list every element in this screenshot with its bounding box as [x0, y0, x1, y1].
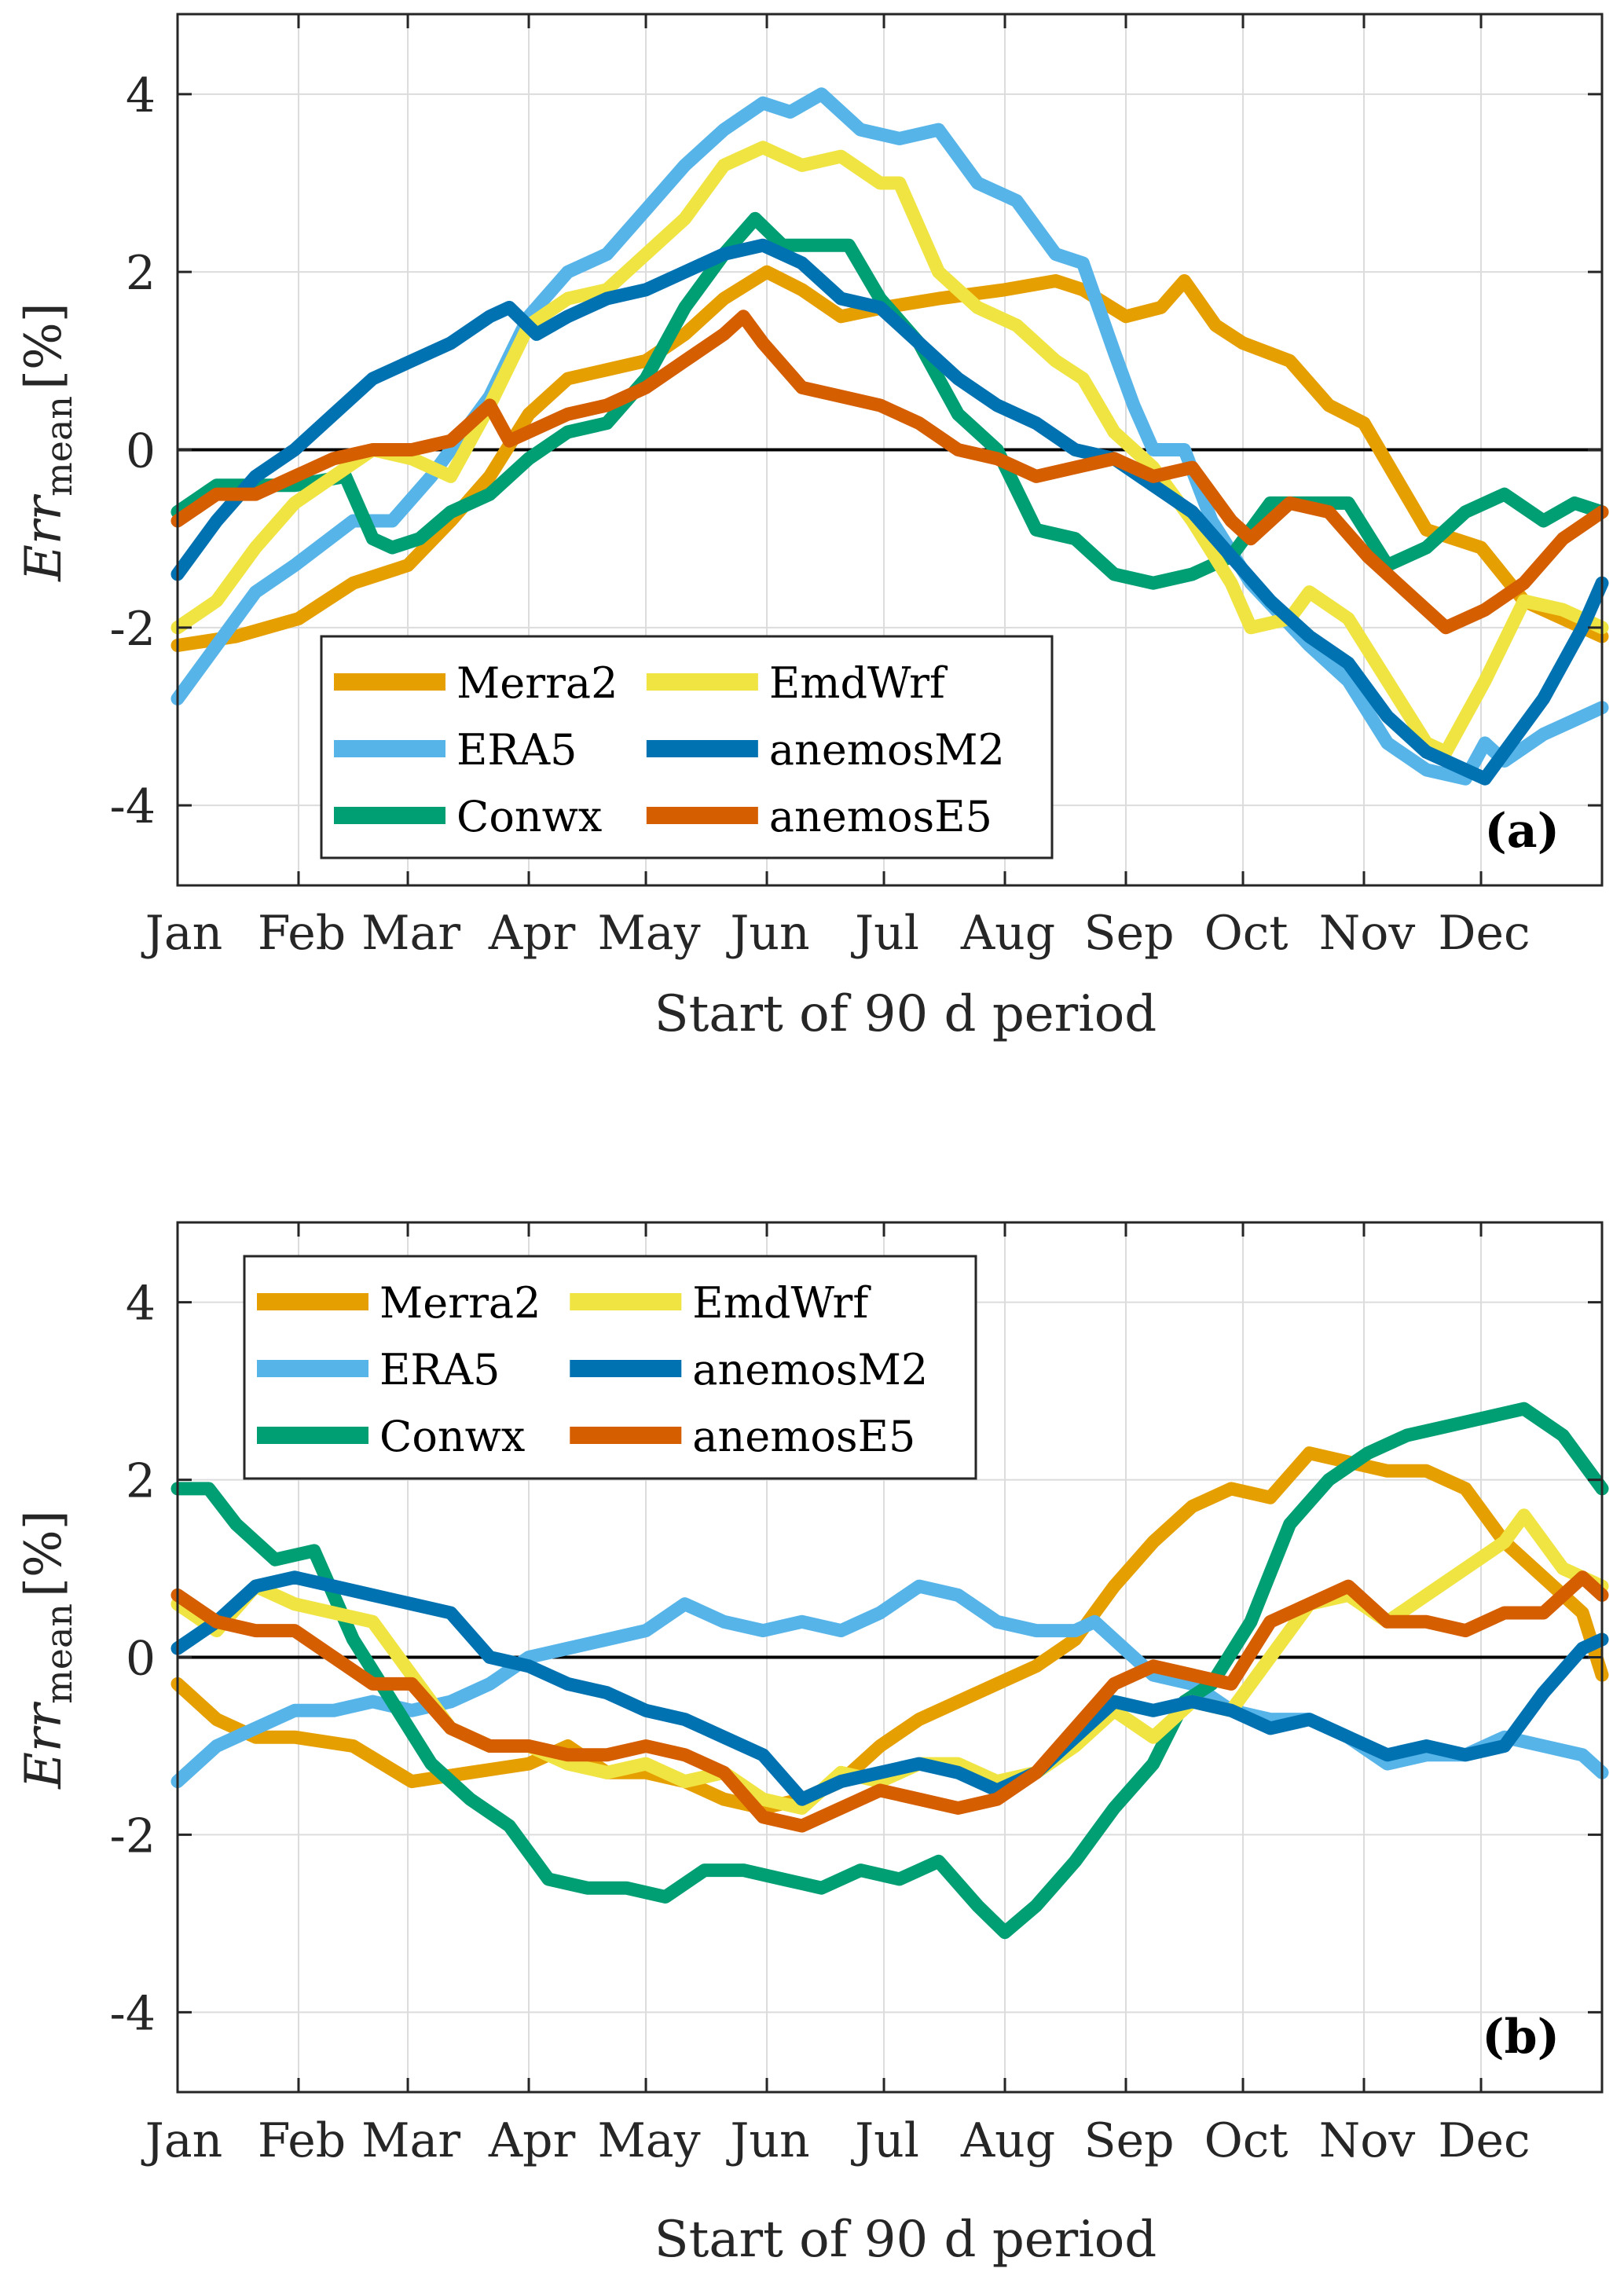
- y-axis-label: Errmean [%]: [15, 1510, 80, 1790]
- y-tick-label: 0: [126, 424, 156, 479]
- y-label-main: Err: [15, 493, 73, 581]
- series-line-emdwrf: [170, 141, 1609, 759]
- panel-label: (b): [1482, 2010, 1560, 2065]
- y-tick-label: -2: [110, 602, 156, 657]
- series-group: [170, 1402, 1609, 1940]
- legend-label: anemosE5: [692, 1412, 915, 1461]
- legend-item-merra2: Merra2: [334, 658, 618, 708]
- legend-label: Conwx: [379, 1412, 525, 1461]
- x-tick-label: Jul: [850, 2113, 919, 2168]
- legend-label: Merra2: [456, 658, 618, 708]
- legend-item-anemosm2: anemosM2: [570, 1345, 928, 1394]
- legend-label: anemosM2: [692, 1345, 928, 1394]
- y-label-unit: [%]: [15, 302, 73, 390]
- legend-label: ERA5: [379, 1345, 500, 1394]
- legend-item-anemosm2: anemosM2: [646, 725, 1005, 775]
- x-tick-label: Aug: [960, 906, 1055, 961]
- x-tick-label: Mar: [361, 906, 460, 961]
- legend-item-anemose5: anemosE5: [570, 1412, 915, 1461]
- x-tick-label: Oct: [1204, 906, 1289, 961]
- y-label-subscript: mean: [38, 396, 80, 497]
- series-line-conwx: [170, 1402, 1609, 1940]
- x-tick-label: Apr: [488, 2113, 576, 2168]
- legend: Merra2 EmdWrf ERA5 anemosM2 Conwx anemosE5: [243, 1255, 977, 1480]
- legend-item-anemose5: anemosE5: [646, 792, 992, 841]
- panel-a: Jan Feb Mar Apr May Jun Jul Aug Sep Oct Nov Dec -4 -2…: [15, 13, 1609, 1043]
- series-line-conwx: [170, 211, 1609, 590]
- y-tick-label: 4: [126, 68, 156, 123]
- panel-label: (a): [1484, 804, 1560, 859]
- legend-label: EmdWrf: [692, 1278, 871, 1328]
- y-label-unit: [%]: [15, 1510, 73, 1597]
- y-tick-label: 2: [126, 1454, 156, 1509]
- x-tick-label: Sep: [1083, 2113, 1174, 2168]
- x-tick-label: Jun: [725, 906, 809, 961]
- series-line-anemosm2: [170, 238, 1609, 786]
- x-tick-label: Jun: [725, 2113, 809, 2168]
- series-line-merra2: [170, 265, 1609, 652]
- x-tick-label: Apr: [488, 906, 576, 961]
- x-tick-label: Nov: [1319, 2113, 1416, 2168]
- series-line-anemose5: [170, 310, 1609, 635]
- y-tick-label: -2: [110, 1808, 156, 1863]
- legend-item-era5: ERA5: [257, 1345, 500, 1394]
- x-tick-label: Dec: [1438, 2113, 1530, 2168]
- y-tick-label: -4: [110, 1986, 156, 2041]
- legend-label: Merra2: [379, 1278, 541, 1328]
- legend-item-conwx: Conwx: [334, 792, 602, 841]
- x-tick-label: Oct: [1204, 2113, 1289, 2168]
- x-tick-label: Nov: [1319, 906, 1416, 961]
- x-tick-label: May: [598, 906, 701, 961]
- y-label-main: Err: [15, 1701, 73, 1789]
- y-tick-label: 2: [126, 246, 156, 301]
- x-tick-label: Jul: [850, 906, 919, 961]
- x-tick-label: Sep: [1083, 906, 1174, 961]
- legend-label: anemosE5: [769, 792, 992, 841]
- x-tick-label: Feb: [258, 906, 346, 961]
- x-tick-label: Dec: [1438, 906, 1530, 961]
- panel-b: Jan Feb Mar Apr May Jun Jul Aug Sep Oct Nov Dec -4 -2…: [15, 1221, 1609, 2269]
- series-line-anemosm2: [170, 1570, 1609, 1806]
- legend-label: anemosM2: [769, 725, 1005, 775]
- x-tick-label: Mar: [361, 2113, 460, 2168]
- legend-item-conwx: Conwx: [257, 1412, 525, 1461]
- legend-item-emdwrf: EmdWrf: [646, 658, 948, 708]
- legend-item-emdwrf: EmdWrf: [570, 1278, 871, 1328]
- y-axis-label: Errmean [%]: [15, 302, 80, 582]
- legend-label: EmdWrf: [769, 658, 948, 708]
- y-label-subscript: mean: [38, 1603, 80, 1704]
- series-group: [170, 87, 1609, 786]
- series-line-merra2: [170, 1446, 1609, 1815]
- x-tick-label: Feb: [258, 2113, 346, 2168]
- x-tick-label: Jan: [141, 2113, 222, 2168]
- y-tick-label: 4: [126, 1277, 156, 1332]
- x-tick-label: May: [598, 2113, 701, 2168]
- y-tick-label: -4: [110, 779, 156, 834]
- legend-item-merra2: Merra2: [257, 1278, 541, 1328]
- legend: Merra2 EmdWrf ERA5 anemosM2 Conwx anemosE5: [320, 635, 1054, 859]
- x-tick-label: Jan: [141, 906, 222, 961]
- legend-label: ERA5: [456, 725, 577, 775]
- legend-item-era5: ERA5: [334, 725, 577, 775]
- x-axis-label: Start of 90 d period: [654, 2211, 1157, 2269]
- x-tick-label: Aug: [960, 2113, 1055, 2168]
- series-line-anemose5: [170, 1570, 1609, 1833]
- y-tick-label: 0: [126, 1632, 156, 1687]
- x-axis-label: Start of 90 d period: [654, 985, 1157, 1043]
- legend-label: Conwx: [456, 792, 602, 841]
